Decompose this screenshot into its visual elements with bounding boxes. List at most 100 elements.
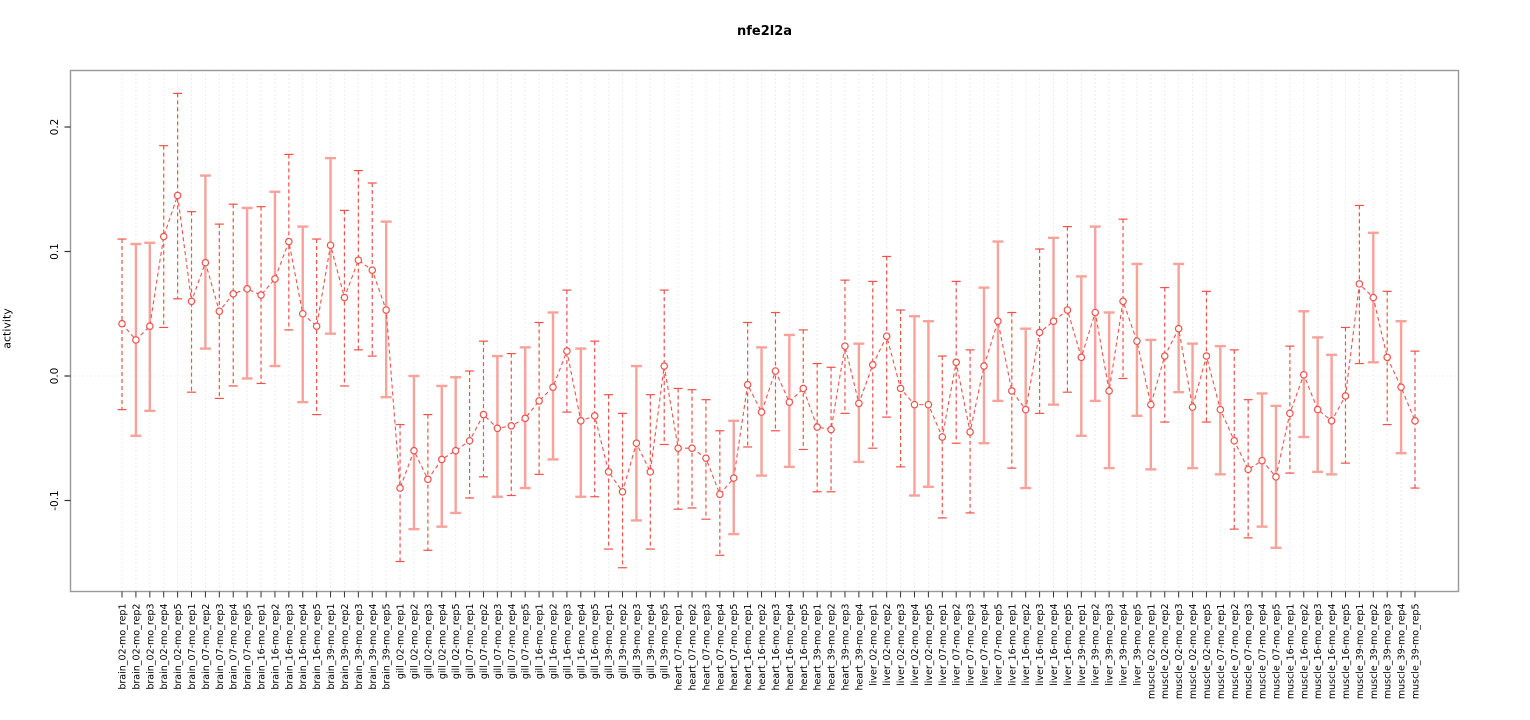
data-point-marker xyxy=(994,317,1002,326)
error-bar xyxy=(1229,349,1239,530)
data-point-marker xyxy=(312,322,321,331)
x-tick-label: brain_02-mo_rep2 xyxy=(131,604,142,690)
error-bar xyxy=(353,169,363,351)
data-point-marker xyxy=(674,444,682,453)
x-tick-label: brain_07-mo_rep5 xyxy=(243,604,254,690)
x-tick-label: gill_07-mo_rep5 xyxy=(521,604,532,680)
data-point-marker xyxy=(632,439,641,448)
data-point-marker xyxy=(743,380,752,389)
data-point-marker xyxy=(646,468,655,476)
x-tick-label: liver_16-mo_rep3 xyxy=(1035,604,1046,686)
x-tick-label: brain_02-mo_rep4 xyxy=(159,604,170,690)
error-bar xyxy=(1160,287,1170,423)
data-point-marker xyxy=(1411,417,1419,425)
x-tick-label: brain_39-mo_rep2 xyxy=(340,604,351,690)
x-tick-label: muscle_02-mo_rep5 xyxy=(1202,604,1213,700)
data-point-marker xyxy=(479,410,488,419)
data-point-marker xyxy=(1397,383,1405,392)
y-tick-label: 0.2 xyxy=(49,119,61,136)
x-tick-label: heart_07-mo_rep4 xyxy=(715,604,726,691)
data-point-marker xyxy=(396,484,404,492)
data-point-marker xyxy=(1091,308,1100,317)
error-bar xyxy=(423,413,433,551)
error-bar xyxy=(1326,353,1338,476)
x-tick-label: liver_02-mo_rep2 xyxy=(882,604,893,686)
data-point-marker xyxy=(382,306,390,314)
data-point-marker xyxy=(243,285,251,293)
x-tick-label: brain_07-mo_rep4 xyxy=(229,604,240,690)
error-bar xyxy=(965,349,975,514)
data-point-marker xyxy=(1216,405,1225,414)
x-tick-label: gill_07-mo_rep1 xyxy=(465,604,476,680)
x-tick-label: liver_07-mo_rep3 xyxy=(966,604,977,686)
error-bar xyxy=(743,321,753,448)
x-tick-label: heart_16-mo_rep4 xyxy=(785,604,796,691)
data-point-marker xyxy=(1383,353,1391,362)
data-point-marker xyxy=(1244,465,1252,474)
data-point-marker xyxy=(827,425,835,434)
x-tick-label: liver_39-mo_rep2 xyxy=(1091,604,1102,686)
x-tick-label: brain_16-mo_rep4 xyxy=(298,604,309,690)
x-tick-label: liver_02-mo_rep5 xyxy=(924,604,935,686)
x-tick-label: liver_39-mo_rep5 xyxy=(1132,604,1143,686)
data-point-marker xyxy=(1258,456,1266,465)
x-tick-label: gill_39-mo_rep2 xyxy=(618,604,629,680)
x-tick-label: gill_07-mo_rep2 xyxy=(479,604,490,680)
error-bar xyxy=(173,92,183,300)
error-bar xyxy=(187,211,197,393)
error-bar xyxy=(395,423,405,563)
data-point-marker xyxy=(451,446,460,455)
data-point-marker xyxy=(521,414,529,423)
x-tick-label: gill_39-mo_rep1 xyxy=(604,604,615,680)
x-tick-label: liver_07-mo_rep4 xyxy=(980,604,991,686)
data-point-marker xyxy=(340,293,349,302)
x-tick-label: gill_39-mo_rep5 xyxy=(660,604,671,680)
x-tick-label: brain_16-mo_rep5 xyxy=(312,604,323,690)
x-tick-label: gill_02-mo_rep3 xyxy=(423,604,434,680)
data-point-marker xyxy=(1299,370,1308,379)
error-bar xyxy=(1035,248,1045,414)
x-tick-label: brain_39-mo_rep1 xyxy=(326,604,337,690)
x-tick-label: liver_07-mo_rep5 xyxy=(993,604,1004,686)
x-tick-label: heart_39-mo_rep1 xyxy=(813,604,824,691)
x-tick-label: gill_39-mo_rep4 xyxy=(646,604,657,680)
data-point-marker xyxy=(910,400,919,409)
x-tick-label: muscle_07-mo_rep2 xyxy=(1230,604,1241,700)
x-tick-label: brain_07-mo_rep3 xyxy=(215,604,226,690)
x-tick-label: brain_02-mo_rep1 xyxy=(118,604,129,690)
data-point-marker xyxy=(535,397,543,405)
data-point-marker xyxy=(1160,352,1169,360)
error-bar xyxy=(715,430,725,556)
error-bar xyxy=(1243,399,1253,539)
data-point-marker xyxy=(215,307,224,316)
error-bar xyxy=(1312,336,1324,474)
data-point-marker xyxy=(882,332,891,340)
x-tick-label: brain_16-mo_rep3 xyxy=(284,604,295,690)
x-tick-label: brain_16-mo_rep1 xyxy=(257,604,268,690)
x-tick-label: liver_07-mo_rep2 xyxy=(952,604,963,686)
x-tick-label: muscle_16-mo_rep5 xyxy=(1341,604,1352,700)
x-tick-label: heart_16-mo_rep2 xyxy=(757,604,768,691)
error-bar xyxy=(868,280,878,449)
data-point-marker xyxy=(980,362,988,370)
x-tick-label: brain_02-mo_rep3 xyxy=(145,604,156,690)
error-bar xyxy=(478,340,488,478)
data-point-marker xyxy=(424,475,432,484)
x-tick-label: muscle_16-mo_rep3 xyxy=(1313,604,1324,700)
data-point-marker xyxy=(702,454,710,462)
x-tick-label: heart_07-mo_rep3 xyxy=(701,604,712,691)
x-tick-label: heart_39-mo_rep3 xyxy=(840,604,851,691)
data-point-marker xyxy=(1077,353,1086,362)
error-bar xyxy=(562,289,572,413)
x-tick-label: gill_16-mo_rep3 xyxy=(562,604,573,680)
data-point-marker xyxy=(1008,387,1016,395)
x-tick-label: gill_16-mo_rep5 xyxy=(590,604,601,680)
x-tick-label: gill_02-mo_rep1 xyxy=(396,604,407,680)
x-tick-label: gill_02-mo_rep2 xyxy=(409,604,420,680)
x-tick-label: muscle_07-mo_rep4 xyxy=(1258,604,1269,700)
data-point-marker xyxy=(896,384,905,393)
data-point-marker xyxy=(146,322,154,331)
x-tick-label: liver_07-mo_rep1 xyxy=(938,603,949,685)
error-bar xyxy=(159,145,169,329)
